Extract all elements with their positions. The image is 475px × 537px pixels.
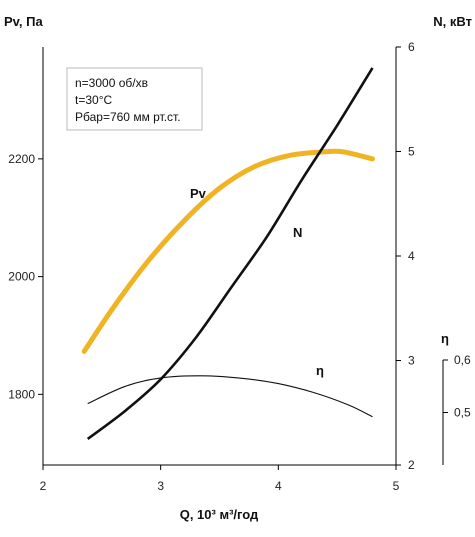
eta-tick-label: 0,5 [454,406,471,420]
series-line-pv [81,148,375,354]
x-axis-title: Q, 10³ м³/год [180,507,259,522]
curves-group [81,67,375,440]
right-tick-label: 5 [408,145,415,159]
eta-axis-title: η [441,331,449,346]
right-tick-label: 4 [408,249,415,263]
right-axis-title: N, кВт [433,14,472,29]
left-axis-title: Pv, Па [4,14,44,29]
annotation-frame [66,67,203,131]
series-label-pv: Pv [190,186,207,201]
series-label-eta: η [316,363,324,378]
x-tick-label: 3 [157,479,164,493]
eta-tick-label: 0,6 [454,353,471,367]
left-tick-label: 2200 [8,152,35,166]
right-tick-label: 2 [408,458,415,472]
annotation-box: n=3000 об/хв t=30°C Pбар=760 мм рт.ст. [66,67,203,131]
ticks-group: 2 3 4 5 1800 2000 2200 2 3 4 5 6 0,5 0,6 [8,40,471,493]
series-line-eta [87,375,373,418]
series-label-n: N [293,225,302,240]
right-tick-label: 3 [408,354,415,368]
series-line-n [86,67,374,440]
annotation-line-2: t=30°C [75,93,112,107]
right-tick-label: 6 [408,40,415,54]
x-tick-label: 2 [40,479,47,493]
left-tick-label: 2000 [8,270,35,284]
annotation-line-3: Pбар=760 мм рт.ст. [75,110,181,124]
left-tick-label: 1800 [8,387,35,401]
x-tick-label: 4 [275,479,282,493]
annotation-line-1: n=3000 об/хв [75,76,148,90]
x-tick-label: 5 [393,479,400,493]
